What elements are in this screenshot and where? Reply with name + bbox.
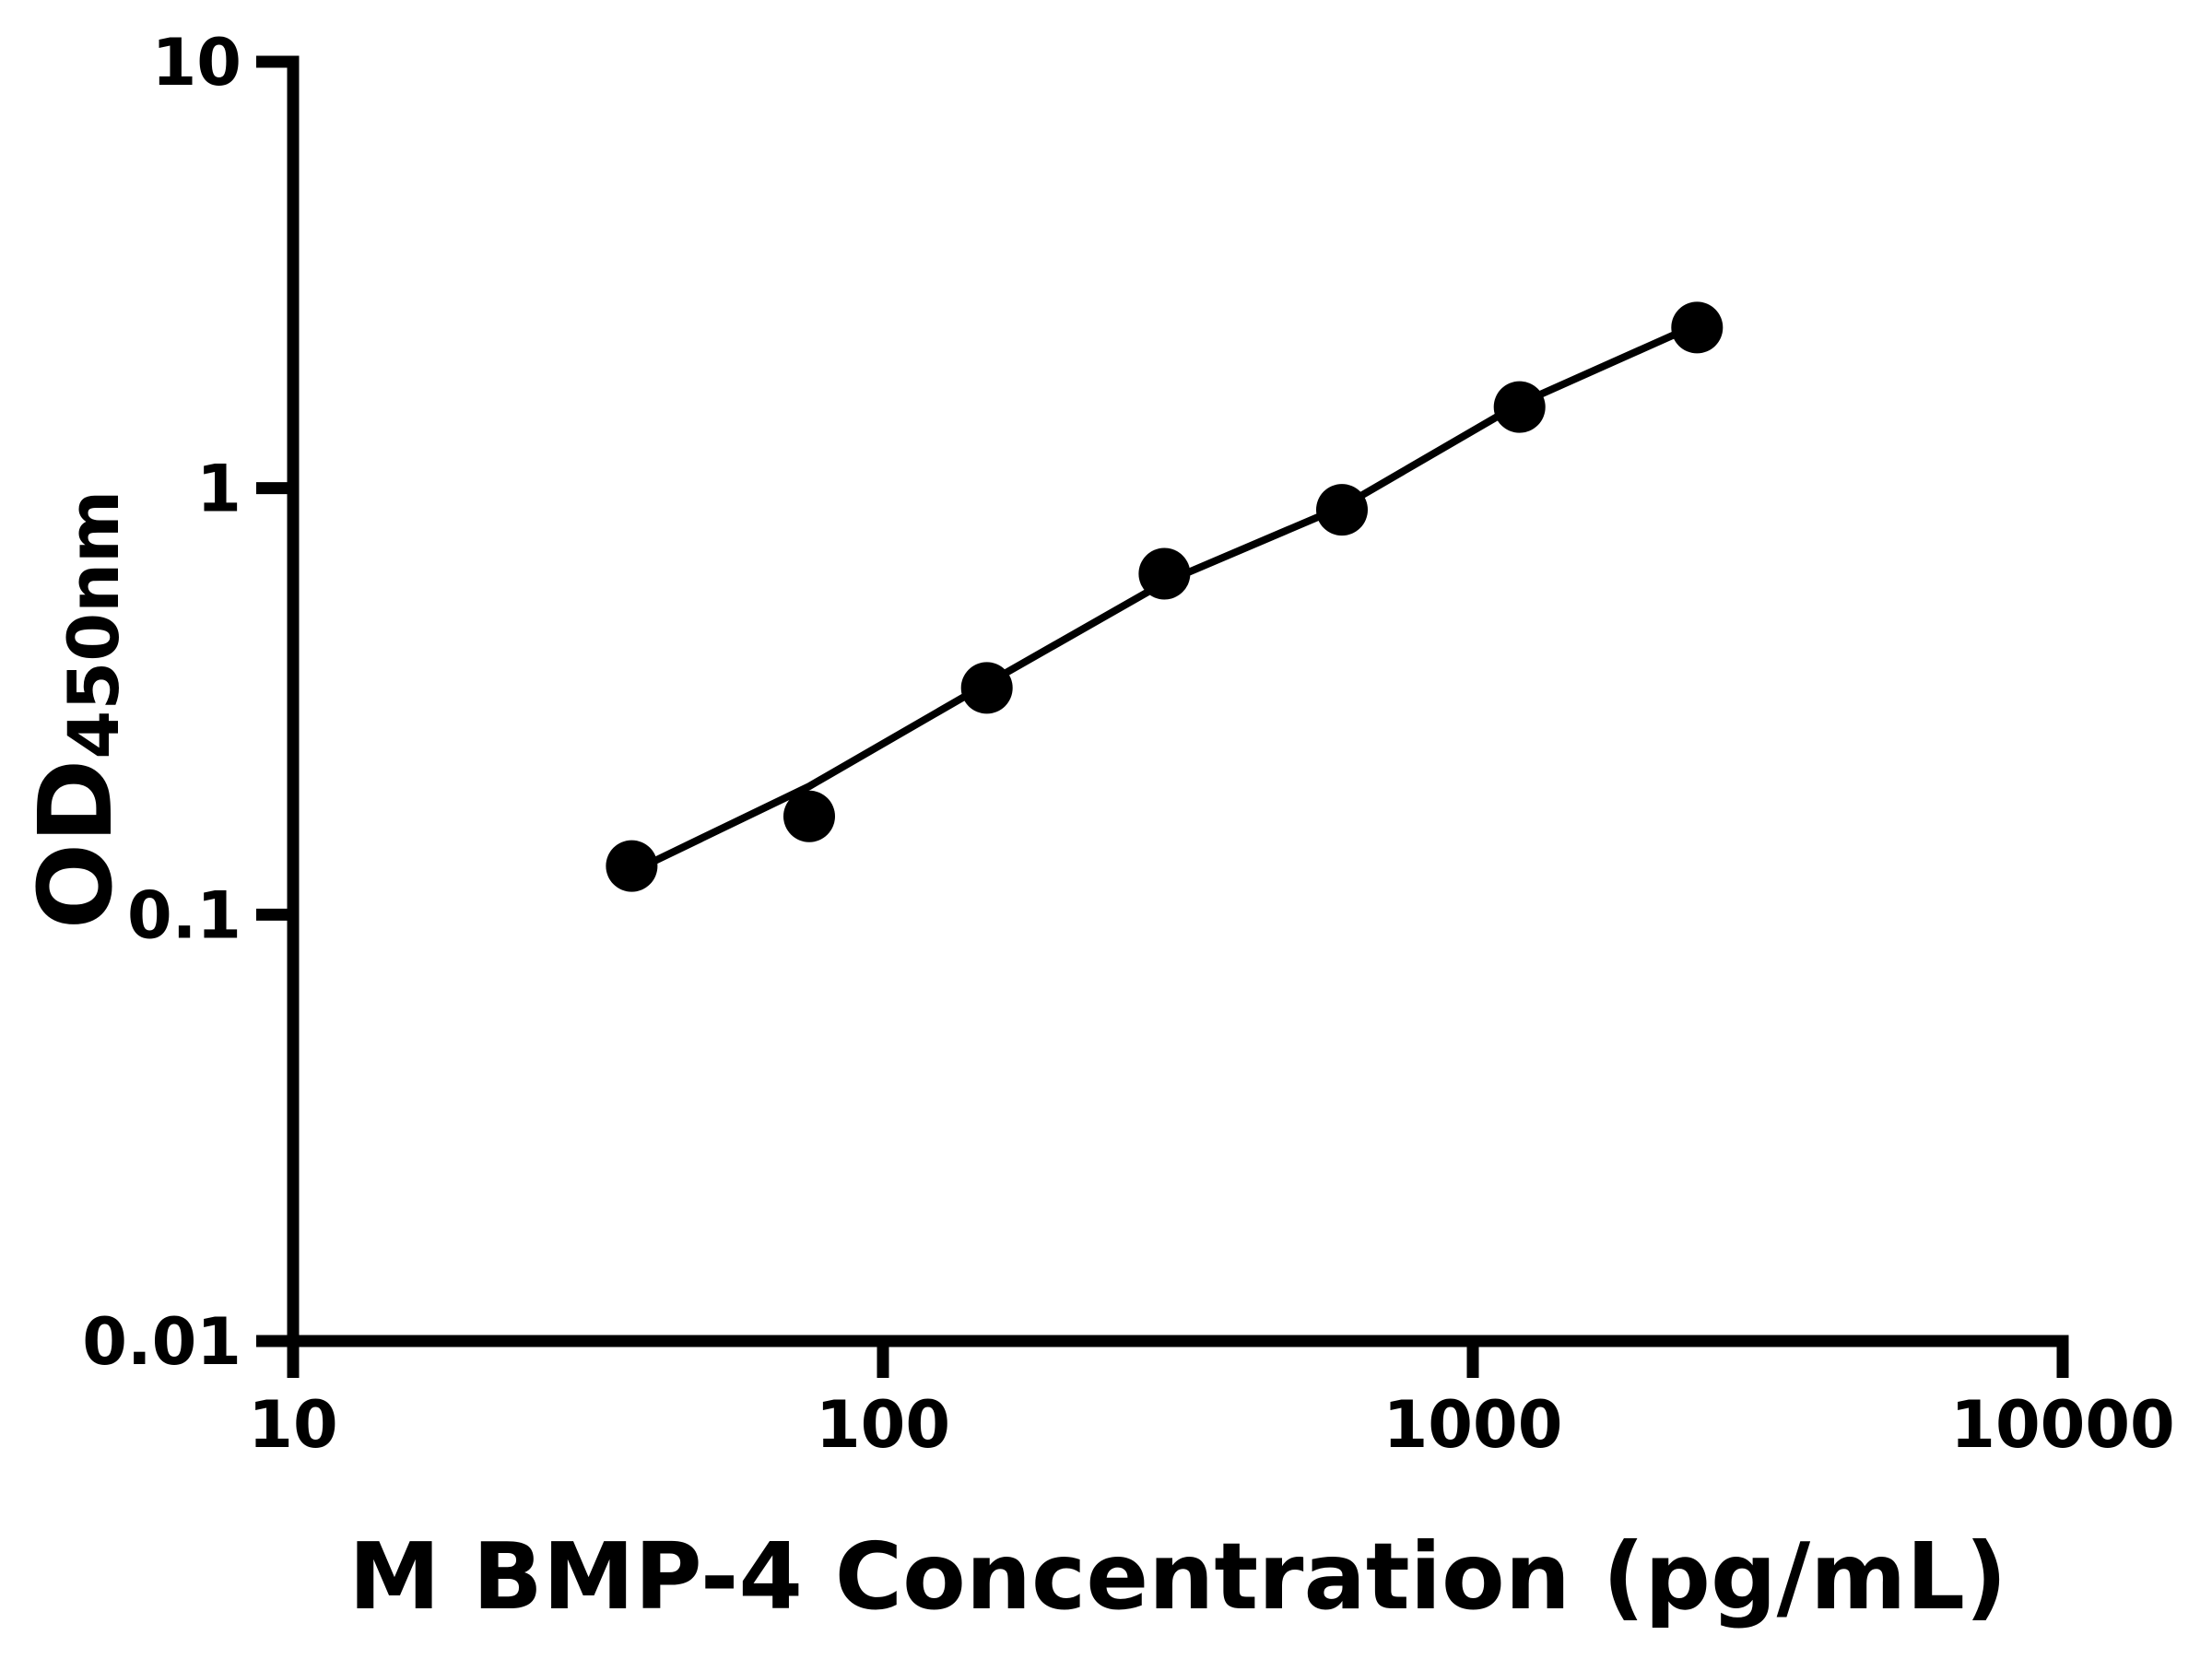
data-point [1138,547,1191,600]
x-axis-title: M BMP-4 Concentration (pg/mL) [348,1523,2006,1630]
y-tick-label: 1 [196,452,241,527]
x-tick-label: 1000 [1383,1387,1563,1463]
x-tick-label: 100 [816,1387,950,1463]
x-axis-tick-labels: 10 100 1000 10000 [248,1387,2174,1463]
y-axis-title: OD450nm [17,490,135,930]
series-standard-points [606,301,1724,892]
data-point [960,662,1013,714]
data-point [1316,484,1368,536]
data-point [606,840,658,892]
data-point [1671,301,1724,354]
y-axis-title-subscript: 450nm [53,490,135,759]
y-tick-label: 0.1 [127,877,241,953]
x-axis-ticks [287,1341,2069,1378]
axes [256,55,2069,1378]
y-axis-title-main: OD [17,759,135,930]
y-tick-label: 10 [152,25,241,100]
y-tick-label: 0.01 [82,1304,241,1380]
data-point [1493,381,1546,433]
x-tick-label: 10000 [1950,1387,2175,1463]
y-axis-tick-labels: 10 1 0.1 0.01 [82,25,241,1380]
data-point [783,790,835,842]
x-tick-label: 10 [248,1387,337,1463]
y-axis-ticks [256,55,293,1347]
